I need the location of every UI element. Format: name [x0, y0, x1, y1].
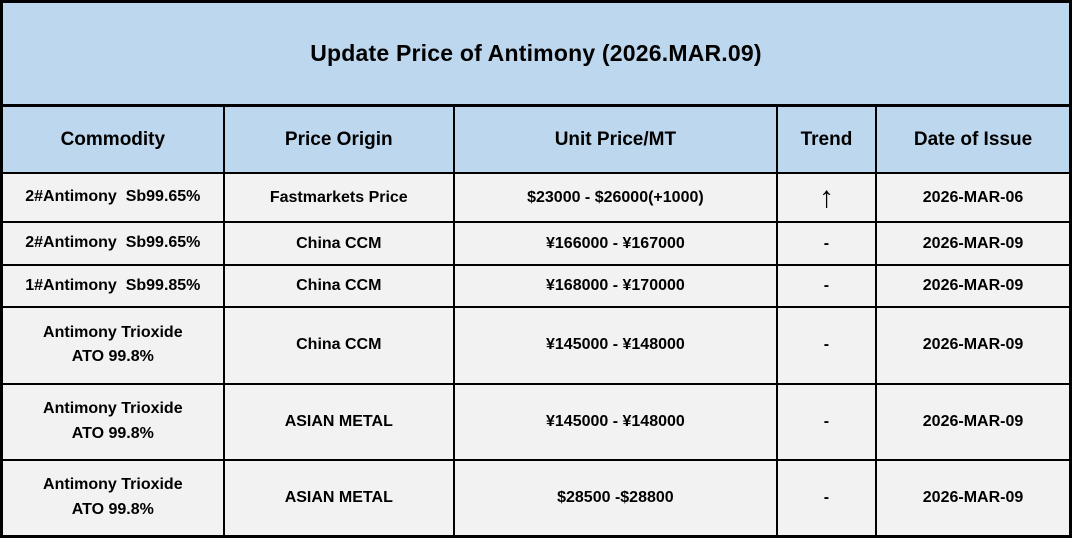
table-row: Antimony Trioxide ATO 99.8% China CCM ¥1… [3, 306, 1069, 385]
column-header-price-origin: Price Origin [222, 107, 455, 174]
trend-unchanged-cell: - [775, 263, 878, 309]
table-header: Commodity Price Origin Unit Price/MT Tre… [3, 107, 1069, 174]
unit-price-cell: $28500 -$28800 [452, 458, 778, 535]
column-header-commodity: Commodity [3, 107, 225, 174]
commodity-cell: Antimony Trioxide ATO 99.8% [3, 458, 225, 535]
date-of-issue-cell: 2026-MAR-09 [875, 221, 1069, 266]
trend-unchanged-cell: - [775, 382, 878, 461]
price-origin-cell: China CCM [222, 263, 455, 309]
price-origin-cell: China CCM [222, 221, 455, 266]
trend-up-arrow-cell: ↑ [775, 171, 878, 224]
title-band: Update Price of Antimony (2026.MAR.09) [3, 3, 1069, 107]
price-origin-cell: ASIAN METAL [222, 382, 455, 461]
commodity-cell: 2#Antimony Sb99.65% [3, 171, 225, 224]
unit-price-cell: ¥168000 - ¥170000 [452, 263, 778, 309]
table-row: Antimony Trioxide ATO 99.8% ASIAN METAL … [3, 382, 1069, 461]
table-body: 2#Antimony Sb99.65% Fastmarkets Price $2… [3, 171, 1069, 535]
date-of-issue-cell: 2026-MAR-09 [875, 382, 1069, 461]
unit-price-cell: ¥166000 - ¥167000 [452, 221, 778, 266]
commodity-cell: Antimony Trioxide ATO 99.8% [3, 306, 225, 385]
date-of-issue-cell: 2026-MAR-06 [875, 171, 1069, 224]
commodity-cell: 1#Antimony Sb99.85% [3, 263, 225, 309]
column-header-trend: Trend [775, 107, 878, 174]
trend-unchanged-cell: - [775, 458, 878, 535]
price-origin-cell: Fastmarkets Price [222, 171, 455, 224]
date-of-issue-cell: 2026-MAR-09 [875, 458, 1069, 535]
column-header-unit-price: Unit Price/MT [452, 107, 778, 174]
table-row: 2#Antimony Sb99.65% Fastmarkets Price $2… [3, 171, 1069, 224]
date-of-issue-cell: 2026-MAR-09 [875, 306, 1069, 385]
trend-unchanged-cell: - [775, 221, 878, 266]
table-row: 2#Antimony Sb99.65% China CCM ¥166000 - … [3, 221, 1069, 266]
price-table: Commodity Price Origin Unit Price/MT Tre… [3, 107, 1069, 535]
unit-price-cell: $23000 - $26000(+1000) [452, 171, 778, 224]
table-row: Antimony Trioxide ATO 99.8% ASIAN METAL … [3, 458, 1069, 535]
header-row: Commodity Price Origin Unit Price/MT Tre… [3, 107, 1069, 174]
page-title: Update Price of Antimony (2026.MAR.09) [310, 40, 762, 66]
unit-price-cell: ¥145000 - ¥148000 [452, 306, 778, 385]
price-origin-cell: China CCM [222, 306, 455, 385]
trend-unchanged-cell: - [775, 306, 878, 385]
unit-price-cell: ¥145000 - ¥148000 [452, 382, 778, 461]
commodity-cell: 2#Antimony Sb99.65% [3, 221, 225, 266]
table-row: 1#Antimony Sb99.85% China CCM ¥168000 - … [3, 263, 1069, 309]
commodity-cell: Antimony Trioxide ATO 99.8% [3, 382, 225, 461]
column-header-date-of-issue: Date of Issue [875, 107, 1069, 174]
price-origin-cell: ASIAN METAL [222, 458, 455, 535]
date-of-issue-cell: 2026-MAR-09 [875, 263, 1069, 309]
